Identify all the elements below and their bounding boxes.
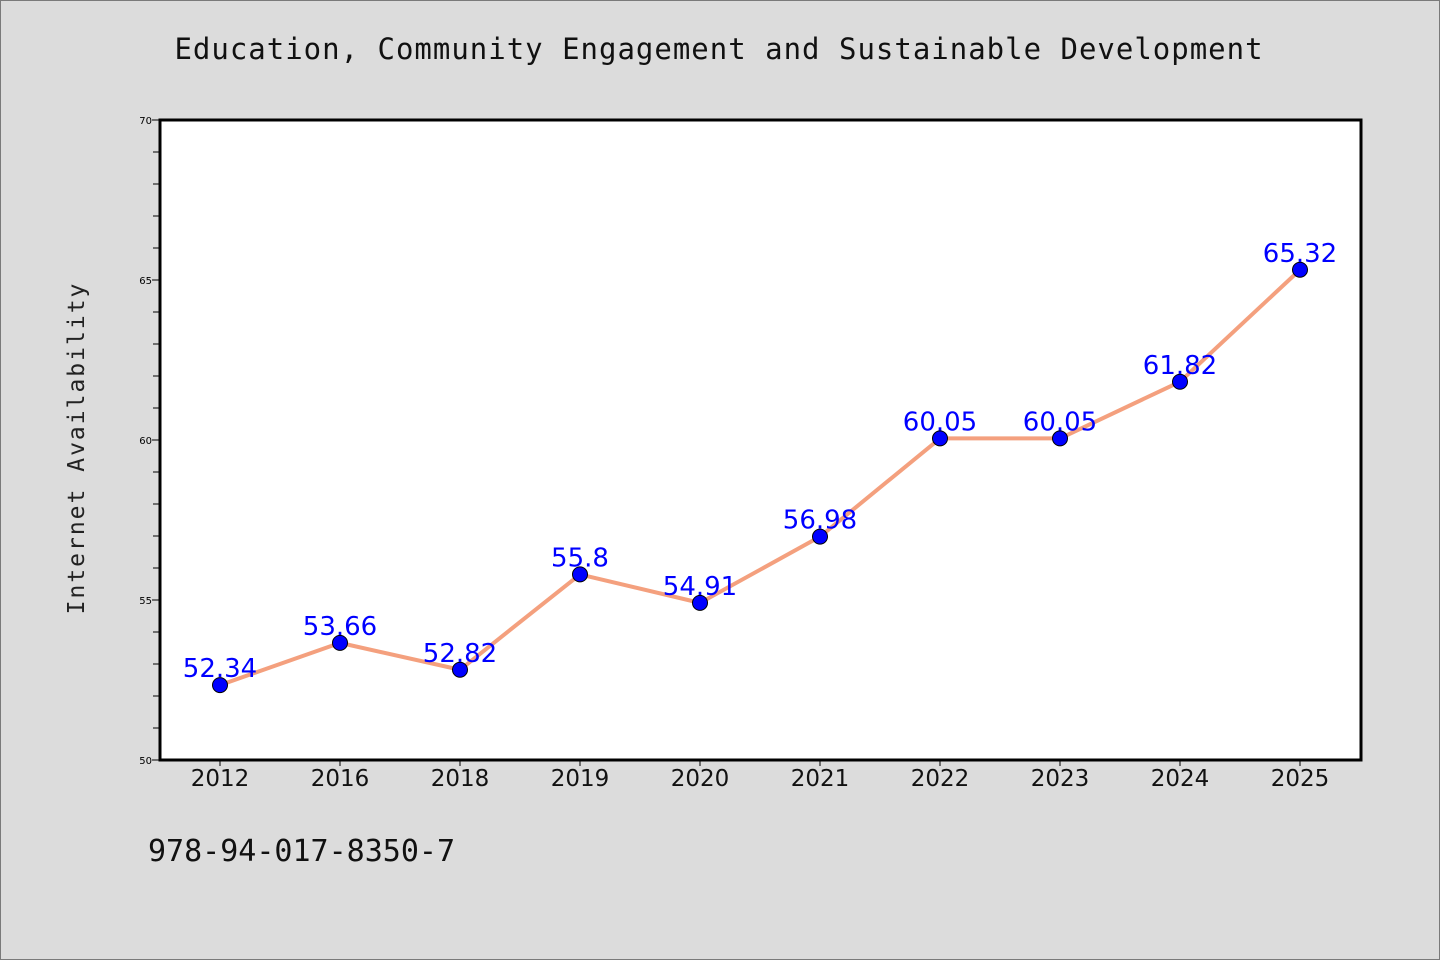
chart-title: Education, Community Engagement and Sust… xyxy=(174,32,1264,66)
plot-area xyxy=(158,118,1363,762)
data-label: 56.98 xyxy=(783,506,857,536)
data-point xyxy=(212,677,228,694)
data-point xyxy=(572,566,588,583)
data-labels: 52.34 53.66 52.82 55.8 54.91 56.98 60.05 60.05 6… xyxy=(183,239,1337,684)
data-label: 54.91 xyxy=(663,572,737,602)
data-label: 60.05 xyxy=(903,407,977,437)
x-tick-label: 2020 xyxy=(671,766,730,792)
x-tick-label: 2018 xyxy=(431,766,490,792)
y-tick-label: 70 xyxy=(139,116,152,127)
x-axis: 2012 2016 2018 2019 2020 2021 2022 2023 2024 2025 xyxy=(191,760,1330,792)
data-label: 52.82 xyxy=(423,639,497,669)
data-label: 55.8 xyxy=(551,543,609,573)
y-tick-label: 50 xyxy=(139,756,152,767)
data-label: 60.05 xyxy=(1023,407,1097,437)
data-label: 61.82 xyxy=(1143,351,1217,381)
x-tick-label: 2012 xyxy=(191,766,250,792)
x-tick-label: 2016 xyxy=(311,766,370,792)
x-tick-label: 2019 xyxy=(551,766,610,792)
data-point xyxy=(812,528,828,545)
data-point xyxy=(1052,430,1068,447)
data-point xyxy=(692,594,708,611)
data-label: 53.66 xyxy=(303,612,377,642)
x-tick-label: 2025 xyxy=(1271,766,1330,792)
data-label: 52.34 xyxy=(183,654,257,684)
y-tick-label: 60 xyxy=(139,436,152,447)
series-layer xyxy=(212,261,1308,694)
x-tick-label: 2024 xyxy=(1151,766,1210,792)
data-point xyxy=(932,430,948,447)
series-line xyxy=(219,268,1302,688)
isbn-text: 978-94-017-8350-7 xyxy=(148,834,456,869)
data-point xyxy=(332,634,348,651)
y-tick-label: 65 xyxy=(139,276,152,287)
data-point xyxy=(1172,373,1188,390)
data-point xyxy=(452,661,468,678)
x-tick-label: 2022 xyxy=(911,766,970,792)
y-axis: 50 55 60 65 70 xyxy=(139,116,160,767)
data-point xyxy=(1292,261,1308,278)
data-label: 65.32 xyxy=(1263,239,1337,269)
x-tick-label: 2023 xyxy=(1031,766,1090,792)
y-tick-label: 55 xyxy=(139,596,152,607)
x-tick-label: 2021 xyxy=(791,766,850,792)
